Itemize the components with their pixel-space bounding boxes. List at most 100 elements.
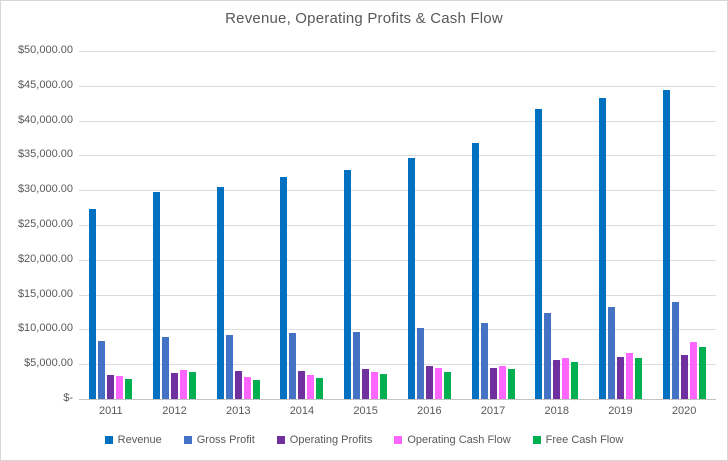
- bar-operating-cash-flow-2018: [562, 358, 570, 399]
- bar-operating-profits-2016: [425, 366, 433, 399]
- gridline: [79, 260, 716, 261]
- gridline: [79, 51, 716, 52]
- bar-revenue-2018: [535, 109, 543, 399]
- bar-gross-profit-2016: [416, 328, 424, 399]
- legend-label-free-cash-flow: Free Cash Flow: [545, 434, 624, 446]
- bar-revenue-2013: [216, 187, 224, 399]
- bar-operating-cash-flow-2020: [689, 342, 697, 399]
- legend-item-free-cash-flow: Free Cash Flow: [532, 434, 624, 446]
- bar-gross-profit-2017: [480, 323, 488, 399]
- bar-gross-profit-2014: [289, 333, 297, 399]
- x-axis-label: 2013: [225, 405, 251, 417]
- bar-free-cash-flow-2012: [189, 372, 197, 399]
- y-axis-label: $45,000.00: [17, 79, 73, 91]
- bar-revenue-2020: [662, 90, 670, 399]
- bar-revenue-2015: [344, 170, 352, 399]
- legend-swatch-revenue: [104, 436, 113, 444]
- gridline: [79, 86, 716, 87]
- bar-operating-cash-flow-2019: [625, 353, 633, 399]
- bar-operating-cash-flow-2013: [243, 377, 251, 399]
- bar-operating-profits-2013: [234, 371, 242, 399]
- bar-group-2012: [143, 51, 207, 399]
- y-axis-label: $25,000.00: [17, 218, 73, 230]
- bar-gross-profit-2012: [162, 337, 170, 399]
- gridline: [79, 329, 716, 330]
- bar-free-cash-flow-2013: [252, 380, 260, 399]
- bar-free-cash-flow-2019: [634, 358, 642, 399]
- bar-operating-profits-2019: [616, 357, 624, 399]
- bar-operating-cash-flow-2014: [307, 375, 315, 399]
- gridline: [79, 225, 716, 226]
- x-axis-label: 2016: [417, 405, 442, 417]
- bar-gross-profit-2018: [544, 313, 552, 399]
- legend-swatch-gross-profit: [183, 436, 192, 444]
- bar-operating-profits-2018: [553, 360, 561, 399]
- y-axis-label: $30,000.00: [17, 183, 73, 195]
- y-axis-label: $10,000.00: [17, 322, 73, 334]
- bar-operating-cash-flow-2012: [180, 370, 188, 399]
- y-axis-label: $35,000.00: [17, 148, 73, 160]
- bar-gross-profit-2011: [98, 341, 106, 399]
- bar-gross-profit-2020: [671, 302, 679, 399]
- bar-operating-profits-2012: [171, 373, 179, 399]
- legend-label-revenue: Revenue: [117, 434, 162, 446]
- bar-revenue-2017: [471, 143, 479, 399]
- gridline: [79, 190, 716, 191]
- x-axis-label: 2015: [353, 405, 378, 417]
- bar-free-cash-flow-2017: [507, 369, 515, 399]
- bar-group-2015: [334, 51, 398, 399]
- legend: Revenue Gross Profit Operating Profits Oper…: [1, 434, 727, 446]
- y-axis-label: $40,000.00: [17, 114, 73, 126]
- legend-item-revenue: Revenue: [104, 434, 162, 446]
- bar-free-cash-flow-2011: [125, 379, 133, 399]
- gridline: [79, 364, 716, 365]
- bar-operating-cash-flow-2015: [371, 372, 379, 399]
- bar-group-2018: [525, 51, 589, 399]
- bar-gross-profit-2019: [607, 307, 615, 399]
- legend-item-gross-profit: Gross Profit: [183, 434, 255, 446]
- x-axis-label: 2012: [162, 405, 187, 417]
- x-axis-label: 2019: [608, 405, 633, 417]
- bar-operating-cash-flow-2011: [116, 376, 124, 399]
- bar-operating-profits-2011: [107, 375, 115, 399]
- legend-item-operating-cash-flow: Operating Cash Flow: [394, 434, 511, 446]
- bar-group-2016: [398, 51, 462, 399]
- bar-revenue-2016: [407, 158, 415, 399]
- bar-group-2020: [652, 51, 716, 399]
- gridline: [79, 155, 716, 156]
- y-axis-label: $-: [63, 392, 73, 404]
- bar-operating-profits-2015: [362, 369, 370, 399]
- x-axis-label: 2020: [671, 405, 697, 417]
- bar-operating-profits-2014: [298, 371, 306, 399]
- bar-free-cash-flow-2018: [571, 362, 579, 399]
- bar-free-cash-flow-2020: [698, 347, 706, 399]
- legend-swatch-operating-cash-flow: [394, 436, 403, 444]
- gridline: [79, 295, 716, 296]
- bar-group-2013: [206, 51, 270, 399]
- bar-free-cash-flow-2016: [443, 372, 451, 399]
- bar-group-2019: [589, 51, 653, 399]
- x-axis-label: 2014: [289, 405, 315, 417]
- bar-gross-profit-2013: [225, 335, 233, 399]
- y-axis-label: $15,000.00: [17, 288, 73, 300]
- y-axis-label: $50,000.00: [17, 44, 73, 56]
- x-axis-label: 2017: [480, 405, 506, 417]
- bar-operating-cash-flow-2016: [434, 368, 442, 399]
- bar-group-2014: [270, 51, 334, 399]
- y-axis-label: $20,000.00: [17, 253, 73, 265]
- gridline: [79, 121, 716, 122]
- legend-swatch-operating-profits: [276, 436, 285, 444]
- legend-item-operating-profits: Operating Profits: [276, 434, 373, 446]
- legend-label-operating-cash-flow: Operating Cash Flow: [407, 434, 511, 446]
- legend-label-operating-profits: Operating Profits: [289, 434, 373, 446]
- bar-gross-profit-2015: [353, 332, 361, 399]
- legend-label-gross-profit: Gross Profit: [196, 434, 255, 446]
- y-axis-label: $5,000.00: [24, 357, 73, 369]
- bar-operating-profits-2020: [680, 355, 688, 399]
- bar-revenue-2012: [153, 192, 161, 399]
- bar-group-2011: [79, 51, 143, 399]
- bar-revenue-2014: [280, 177, 288, 399]
- x-axis-label: 2018: [544, 405, 569, 417]
- bar-free-cash-flow-2015: [380, 374, 388, 399]
